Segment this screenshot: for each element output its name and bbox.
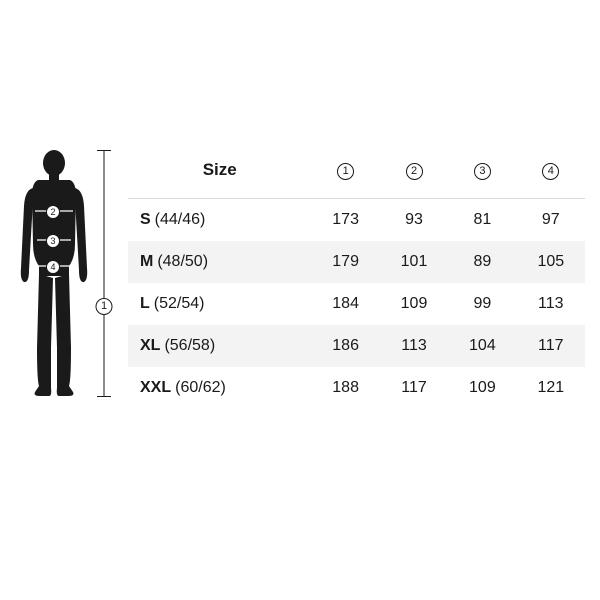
value-cell: 109 <box>448 367 516 409</box>
table-row: M(48/50) 179 101 89 105 <box>128 241 585 283</box>
height-indicator: 1 <box>93 150 115 397</box>
col-size: Size <box>128 150 311 199</box>
value-cell: 121 <box>517 367 585 409</box>
table-row: S(44/46) 173 93 81 97 <box>128 199 585 242</box>
value-cell: 99 <box>448 283 516 325</box>
table-header-row: Size 1 2 3 4 <box>128 150 585 199</box>
value-cell: 113 <box>380 325 448 367</box>
value-cell: 186 <box>311 325 379 367</box>
value-cell: 184 <box>311 283 379 325</box>
col-1: 1 <box>311 150 379 199</box>
col-1-icon: 1 <box>337 163 354 180</box>
size-table-wrapper: Size 1 2 3 4 S(44/46) 173 93 81 97 <box>128 150 585 409</box>
col-3: 3 <box>448 150 516 199</box>
value-cell: 179 <box>311 241 379 283</box>
size-cell: L(52/54) <box>128 283 311 325</box>
content-row: 2 3 4 1 Size 1 2 3 4 <box>15 150 585 450</box>
value-cell: 97 <box>517 199 585 242</box>
value-cell: 93 <box>380 199 448 242</box>
table-body: S(44/46) 173 93 81 97 M(48/50) 179 101 8… <box>128 199 585 410</box>
table-row: XXL(60/62) 188 117 109 121 <box>128 367 585 409</box>
value-cell: 105 <box>517 241 585 283</box>
value-cell: 109 <box>380 283 448 325</box>
col-4-icon: 4 <box>542 163 559 180</box>
value-cell: 81 <box>448 199 516 242</box>
col-4: 4 <box>517 150 585 199</box>
body-figure-column: 2 3 4 1 <box>15 150 120 450</box>
size-cell: M(48/50) <box>128 241 311 283</box>
col-2-icon: 2 <box>406 163 423 180</box>
value-cell: 117 <box>517 325 585 367</box>
size-cell: S(44/46) <box>128 199 311 242</box>
value-cell: 104 <box>448 325 516 367</box>
body-marker-4: 4 <box>46 260 60 274</box>
value-cell: 89 <box>448 241 516 283</box>
col-2: 2 <box>380 150 448 199</box>
col-3-icon: 3 <box>474 163 491 180</box>
size-cell: XL(56/58) <box>128 325 311 367</box>
body-marker-1: 1 <box>96 298 113 315</box>
value-cell: 173 <box>311 199 379 242</box>
value-cell: 188 <box>311 367 379 409</box>
size-table: Size 1 2 3 4 S(44/46) 173 93 81 97 <box>128 150 585 409</box>
body-marker-3: 3 <box>46 234 60 248</box>
table-row: L(52/54) 184 109 99 113 <box>128 283 585 325</box>
size-chart-infographic: 2 3 4 1 Size 1 2 3 4 <box>0 0 600 600</box>
table-row: XL(56/58) 186 113 104 117 <box>128 325 585 367</box>
value-cell: 101 <box>380 241 448 283</box>
value-cell: 117 <box>380 367 448 409</box>
value-cell: 113 <box>517 283 585 325</box>
size-cell: XXL(60/62) <box>128 367 311 409</box>
body-marker-2: 2 <box>46 205 60 219</box>
